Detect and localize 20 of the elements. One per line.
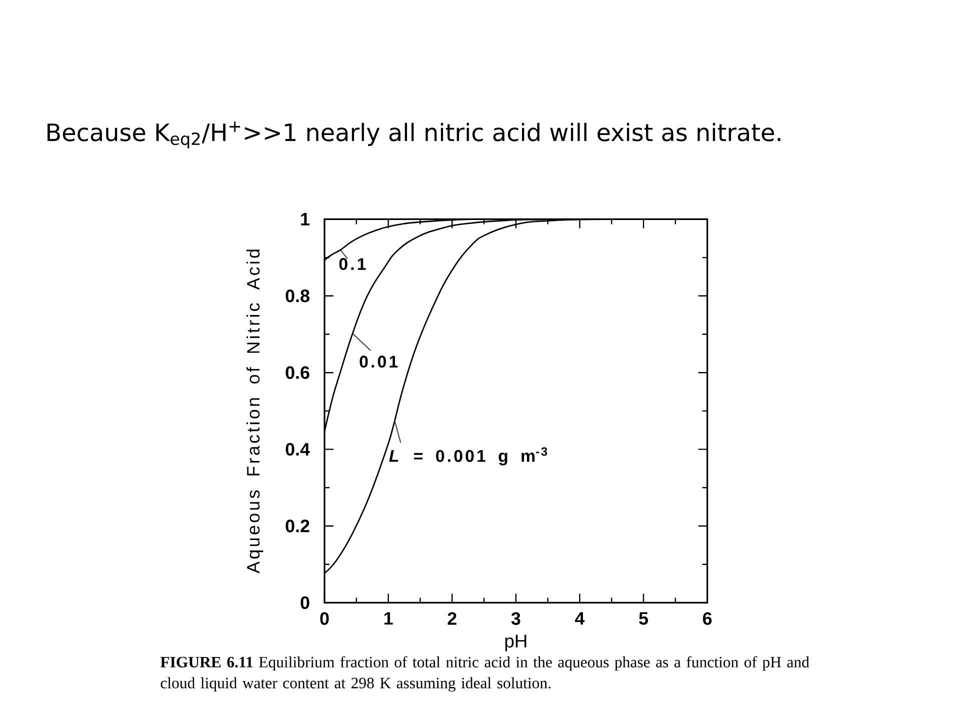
x-tick-label: 2 — [448, 612, 456, 625]
y-tick-label: 0.6 — [286, 366, 310, 379]
y-axis-title: Aqueous Fraction of Nitric Acid — [246, 250, 264, 574]
text: FIGURE 6.11 Equilibrium fraction of total nitric acid in the aqueous phase as a function of pH and cloud liquid water content at 298 K assuming ideal solution. — [160, 656, 810, 692]
y-tick-label: 0.4 — [286, 442, 310, 456]
y-tick-label: 0 — [300, 596, 310, 610]
series-label: 0.01 — [360, 356, 398, 368]
x-tick-label: 6 — [702, 612, 712, 625]
y-tick-label: 0.2 — [286, 520, 310, 532]
y-tick-label: 0.8 — [286, 290, 310, 302]
x-tick-label: 5 — [639, 612, 648, 625]
x-tick-label: 3 — [511, 612, 520, 625]
x-tick-label: 4 — [574, 612, 585, 625]
series-label: L = 0.001 g m$^{-3}$ — [389, 447, 548, 466]
x-tick-label: 1 — [384, 612, 393, 625]
chart-title: Because K$_{eq2}$/H$^{+}$>>1 nearly all nitric acid will exist as nitrate. — [48, 122, 780, 148]
y-tick-label: 1 — [301, 213, 310, 226]
x-axis-title: pH — [505, 634, 526, 652]
x-tick-label: 0 — [320, 612, 329, 625]
series-label: 0.1 — [339, 258, 366, 270]
